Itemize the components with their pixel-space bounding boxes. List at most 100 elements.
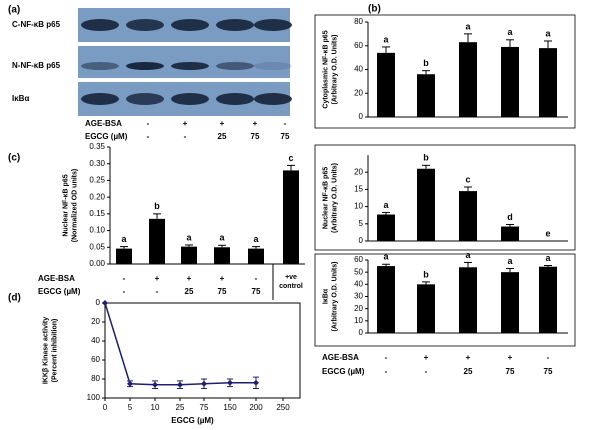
significance-letter: a <box>465 21 471 31</box>
significance-letter: b <box>154 201 160 211</box>
bar <box>377 266 395 333</box>
blot-band <box>126 62 164 70</box>
band-label: IκBα <box>12 94 29 103</box>
panel-label: (c) <box>8 153 20 164</box>
y-axis-label: IκBα <box>322 288 329 304</box>
x-tick-label: 0 <box>103 403 108 412</box>
x-tick-label: 250 <box>276 403 290 412</box>
condition-value: 75 <box>252 287 261 296</box>
y-tick-label: 0.15 <box>89 209 105 218</box>
y-tick-label: 5 <box>359 219 364 228</box>
condition-value: + <box>187 274 192 283</box>
blot-band <box>171 19 209 31</box>
data-point <box>177 381 183 388</box>
blot-band <box>81 62 119 70</box>
bar <box>116 248 132 264</box>
blot-band <box>216 93 254 105</box>
condition-value: - <box>123 274 126 283</box>
y-tick-label: 100 <box>87 393 101 402</box>
blot-band <box>216 19 254 31</box>
bar <box>283 170 299 264</box>
y-tick-label: 60 <box>91 355 100 364</box>
bar <box>459 42 477 117</box>
x-tick-label: 5 <box>128 403 133 412</box>
condition-value: - <box>147 132 150 141</box>
bar <box>501 272 519 333</box>
condition-value: 75 <box>251 132 260 141</box>
significance-letter: a <box>219 233 225 243</box>
y-tick-label: 0.05 <box>89 242 105 251</box>
significance-letter: a <box>253 234 259 244</box>
significance-letter: a <box>507 256 513 266</box>
y-axis-label: IKKβ Kinase activity <box>42 317 49 384</box>
significance-letter: a <box>121 234 127 244</box>
condition-value: 75 <box>281 132 290 141</box>
bar <box>149 218 165 264</box>
bar <box>501 226 519 241</box>
x-axis-label: EGCG (µM) <box>171 416 214 425</box>
blot-band <box>126 19 164 31</box>
condition-value: + <box>253 119 258 128</box>
y-axis-label: (Arbitrary O.D. Units) <box>331 163 338 233</box>
data-point <box>201 380 207 387</box>
y-tick-label: 20 <box>354 88 363 97</box>
bar <box>539 266 557 333</box>
significance-letter: a <box>383 200 389 210</box>
condition-value: + <box>220 274 225 283</box>
condition-value: + <box>508 353 513 362</box>
band-label: C-NF-κB p65 <box>12 20 61 29</box>
y-tick-label: 10 <box>354 316 363 325</box>
significance-letter: a <box>545 253 551 263</box>
y-tick-label: 30 <box>354 292 363 301</box>
condition-value: - <box>284 119 287 128</box>
y-tick-label: 0 <box>96 298 101 307</box>
significance-letter: a <box>465 250 471 260</box>
condition-label: AGE-BSA <box>322 353 359 362</box>
data-point <box>152 381 158 388</box>
y-tick-label: 0.30 <box>89 159 105 168</box>
panel-frame <box>314 253 576 347</box>
significance-letter: a <box>186 232 192 242</box>
bar <box>459 267 477 333</box>
y-tick-label: 15 <box>354 185 363 194</box>
significance-letter: a <box>507 27 513 37</box>
bar <box>214 247 230 264</box>
x-tick-label: 200 <box>249 403 263 412</box>
condition-value: - <box>425 367 428 376</box>
condition-label: AGE-BSA <box>85 119 122 128</box>
y-axis-label: Nuclear NF-κB p65 <box>322 167 329 229</box>
condition-label: EGCG (µM) <box>38 287 81 296</box>
condition-value: - <box>147 119 150 128</box>
bar <box>377 214 395 241</box>
significance-letter: b <box>423 153 429 163</box>
blot-band <box>81 19 119 31</box>
bar <box>377 52 395 117</box>
bar <box>417 284 435 333</box>
condition-label: AGE-BSA <box>38 274 75 283</box>
significance-letter: c <box>465 174 470 184</box>
condition-label: EGCG (µM) <box>322 367 365 376</box>
condition-value: + <box>220 119 225 128</box>
condition-value: - <box>123 287 126 296</box>
y-tick-label: 40 <box>91 336 100 345</box>
y-tick-label: 20 <box>354 304 363 313</box>
y-tick-label: 10 <box>354 202 363 211</box>
significance-letter: c <box>288 153 293 163</box>
condition-value: + <box>183 119 188 128</box>
blot-band <box>171 93 209 105</box>
condition-value: 75 <box>506 367 515 376</box>
y-tick-label: 20 <box>91 317 100 326</box>
blot-band <box>171 62 209 70</box>
condition-value: - <box>547 353 550 362</box>
blot-strip <box>78 46 290 78</box>
condition-value: 75 <box>218 287 227 296</box>
x-tick-label: 25 <box>176 403 185 412</box>
y-axis-label: (Arbitrary O.D. Units) <box>331 261 338 331</box>
data-point <box>253 379 259 386</box>
significance-letter: a <box>383 252 389 262</box>
x-tick-label: 150 <box>223 403 237 412</box>
panel-frame <box>314 14 576 129</box>
condition-value: + <box>424 353 429 362</box>
condition-value: +ve control <box>279 274 303 290</box>
